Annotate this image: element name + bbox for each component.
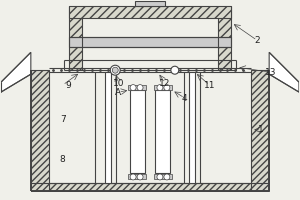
Polygon shape <box>251 70 269 191</box>
Bar <box>130 90 145 173</box>
Polygon shape <box>69 6 82 70</box>
Bar <box>105 72 111 183</box>
Circle shape <box>171 66 179 74</box>
Circle shape <box>110 65 120 75</box>
Text: 7: 7 <box>60 115 65 124</box>
Text: 2: 2 <box>254 36 260 45</box>
Circle shape <box>157 85 163 91</box>
Circle shape <box>112 67 118 73</box>
Text: 11: 11 <box>204 81 215 90</box>
Text: 8: 8 <box>60 155 65 164</box>
Bar <box>128 85 146 90</box>
Polygon shape <box>31 183 269 191</box>
Circle shape <box>130 174 136 180</box>
Circle shape <box>137 85 143 91</box>
Polygon shape <box>31 70 49 191</box>
Text: 13: 13 <box>266 68 277 77</box>
Polygon shape <box>1 52 31 92</box>
Text: 12: 12 <box>159 79 171 88</box>
Text: 9: 9 <box>66 81 71 90</box>
Circle shape <box>157 174 163 180</box>
Bar <box>189 72 195 183</box>
Polygon shape <box>69 6 231 18</box>
Circle shape <box>164 85 170 91</box>
Polygon shape <box>269 52 299 92</box>
Bar <box>135 1 165 6</box>
Text: 1: 1 <box>258 125 264 134</box>
Circle shape <box>137 174 143 180</box>
Bar <box>69 37 231 47</box>
Circle shape <box>164 174 170 180</box>
Bar <box>155 90 170 173</box>
Bar <box>154 85 172 90</box>
Polygon shape <box>218 6 231 70</box>
Text: 10: 10 <box>112 79 124 88</box>
Bar <box>128 174 146 179</box>
Text: A: A <box>115 88 121 97</box>
Circle shape <box>130 85 136 91</box>
Text: 4: 4 <box>182 94 188 103</box>
Bar <box>154 174 172 179</box>
